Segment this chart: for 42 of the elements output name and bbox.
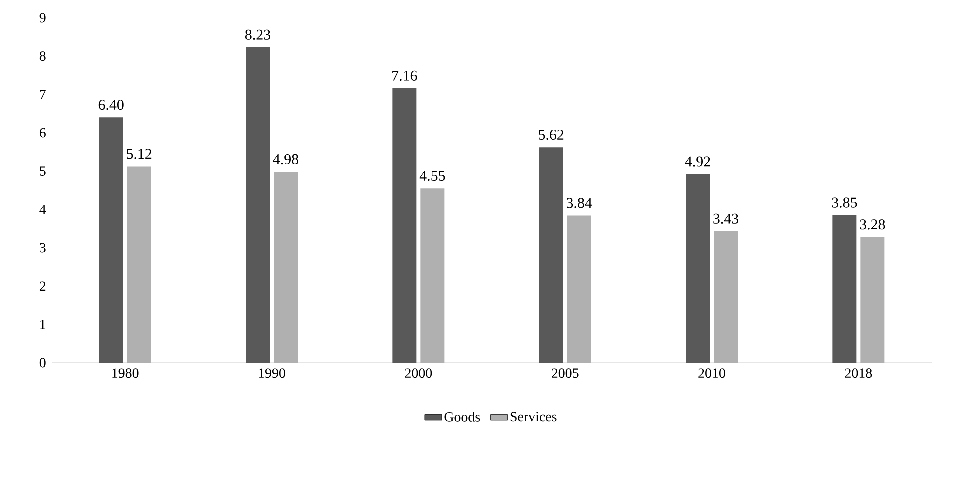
data-label: 8.23 xyxy=(245,30,270,40)
bar xyxy=(127,166,152,363)
y-tick-label: 5 xyxy=(40,166,46,176)
data-label: 3.84 xyxy=(566,198,592,208)
x-tick-label: 1980 xyxy=(112,368,139,378)
bar xyxy=(274,172,298,363)
bar xyxy=(686,174,710,363)
y-tick-label: 9 xyxy=(40,13,46,23)
bar xyxy=(420,188,445,363)
x-tick-label: 1990 xyxy=(259,368,286,378)
data-label: 5.62 xyxy=(539,130,564,140)
data-label: 5.12 xyxy=(127,149,152,160)
data-label: 4.92 xyxy=(685,156,710,167)
bar xyxy=(860,237,885,363)
x-tick-label: 2005 xyxy=(552,368,579,378)
data-label: 4.98 xyxy=(273,154,299,165)
data-label: 7.16 xyxy=(392,70,418,82)
bar xyxy=(246,48,270,363)
y-tick-label: 1 xyxy=(40,320,46,330)
y-tick-label: 0 xyxy=(40,358,46,368)
y-tick-label: 2 xyxy=(40,282,46,291)
bar xyxy=(832,215,857,363)
y-tick-label: 8 xyxy=(40,52,46,62)
bar xyxy=(392,88,417,363)
data-label: 3.43 xyxy=(714,214,738,224)
y-tick-label: 6 xyxy=(40,128,46,138)
x-tick-label: 2000 xyxy=(405,368,432,378)
bar xyxy=(567,216,592,363)
bar xyxy=(99,118,124,363)
bar xyxy=(539,148,564,363)
data-label: 4.55 xyxy=(420,171,446,182)
x-tick-label: 2018 xyxy=(845,368,872,378)
y-tick-label: 4 xyxy=(40,205,46,214)
x-tick-label: 2010 xyxy=(698,368,726,378)
y-tick-label: 3 xyxy=(40,243,46,253)
data-label: 6.40 xyxy=(98,100,124,110)
y-tick-label: 7 xyxy=(40,90,46,100)
data-label: 3.85 xyxy=(832,198,858,208)
data-label: 3.28 xyxy=(860,220,886,230)
legend-label: Services xyxy=(510,412,557,422)
legend-label: Goods xyxy=(444,412,480,422)
bar xyxy=(714,232,738,363)
